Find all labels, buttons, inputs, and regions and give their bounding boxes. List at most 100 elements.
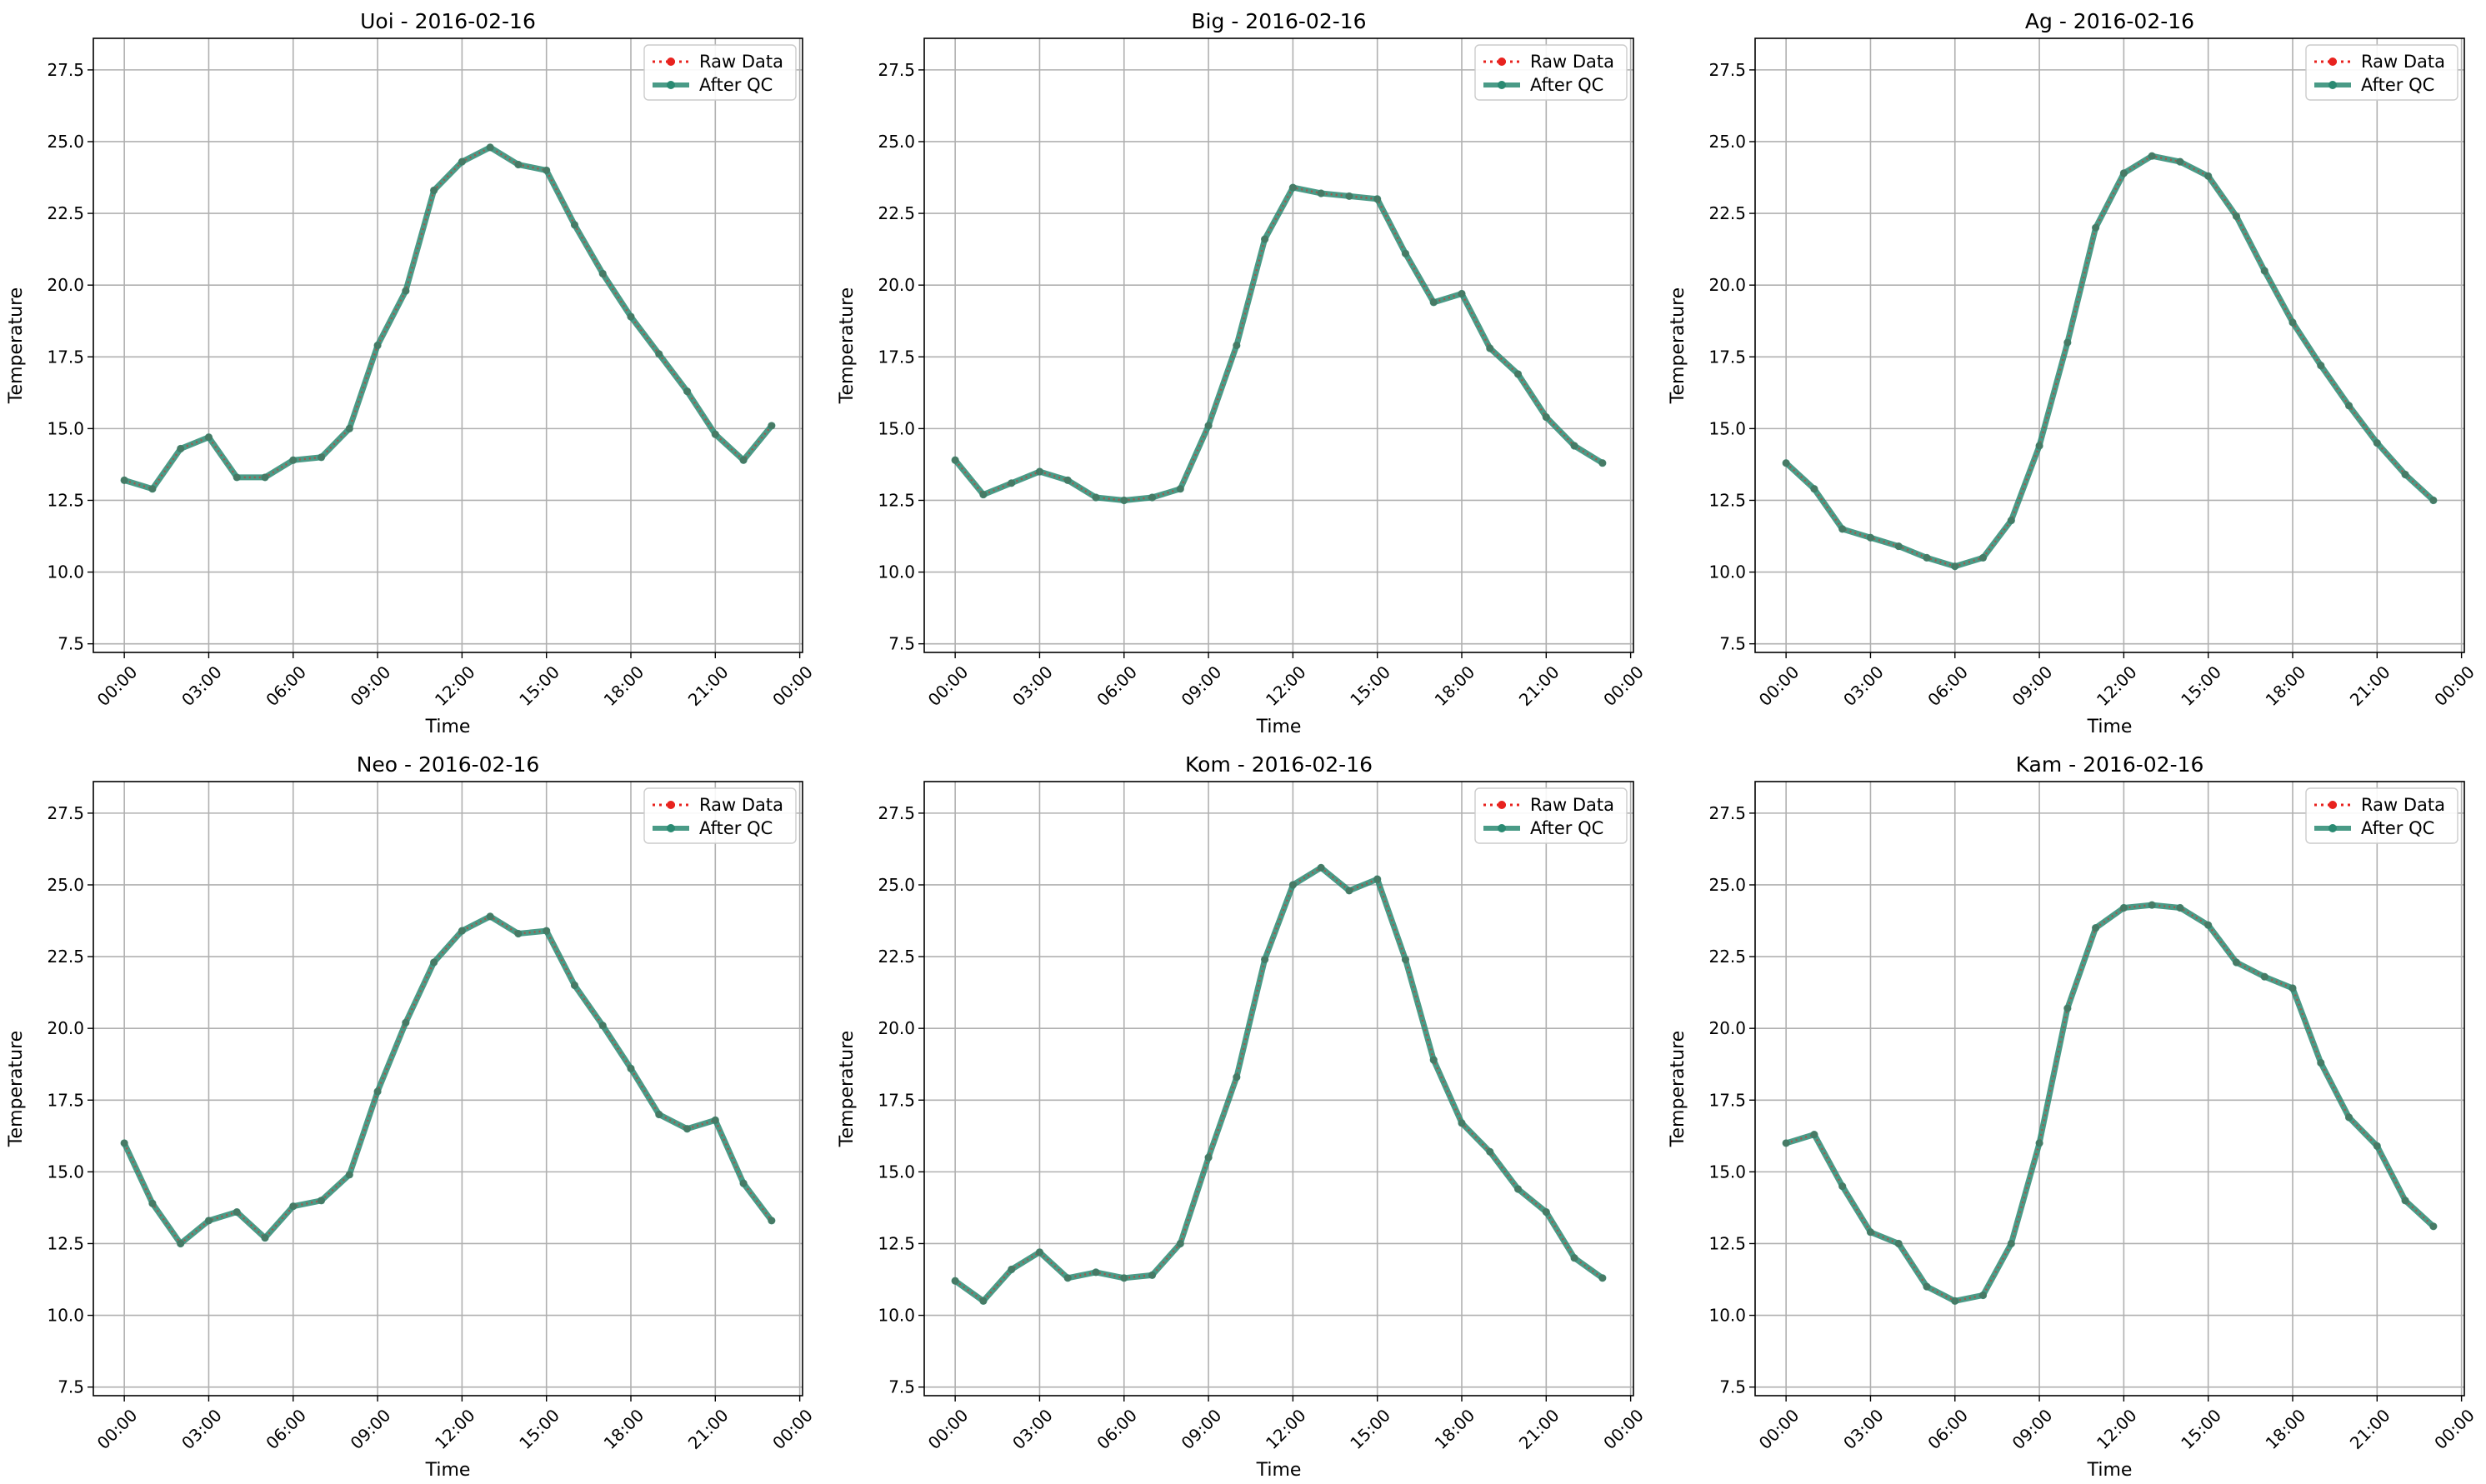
data-point-after-qc — [2288, 984, 2297, 992]
legend-label-after-qc: After QC — [2361, 75, 2434, 95]
data-point-after-qc — [2148, 152, 2156, 160]
x-tick-label: 06:00 — [262, 1405, 310, 1453]
data-point-after-qc — [1204, 1153, 1213, 1162]
x-tick-label: 03:00 — [1839, 662, 1888, 710]
data-point-after-qc — [1148, 1271, 1157, 1279]
series-line-raw-data — [123, 146, 773, 491]
x-axis-label: Time — [425, 1460, 471, 1481]
data-point-after-qc — [683, 387, 692, 396]
x-tick-label: 09:00 — [2008, 1405, 2057, 1453]
data-point-after-qc — [570, 221, 579, 229]
data-point-after-qc — [655, 350, 663, 358]
data-point-after-qc — [711, 1116, 719, 1124]
panel-4: 7.5 10.0 12.5 15.0 17.5 20.0 22.5 25.0 27.5 00:00… — [837, 752, 1648, 1481]
data-point-after-qc — [120, 1139, 128, 1147]
data-point-after-qc — [1951, 562, 1959, 571]
panel-3: 7.5 10.0 12.5 15.0 17.5 20.0 22.5 25.0 27.5 00:00… — [6, 752, 817, 1481]
data-point-after-qc — [1923, 553, 1931, 562]
axes-frame — [93, 781, 803, 1397]
data-point-after-qc — [2035, 1139, 2043, 1147]
x-tick-label: 06:00 — [262, 662, 310, 710]
panel-1: 7.5 10.0 12.5 15.0 17.5 20.0 22.5 25.0 27.5 00:00… — [837, 9, 1648, 737]
data-point-after-qc — [979, 490, 988, 499]
y-tick-label: 15.0 — [878, 1162, 915, 1182]
data-point-after-qc — [2373, 1142, 2381, 1150]
data-point-after-qc — [1598, 1274, 1607, 1282]
series-line-raw-data — [954, 866, 1603, 1302]
x-tick-label: 15:00 — [1346, 662, 1394, 710]
legend: Raw Data After QC — [2305, 44, 2458, 101]
y-tick-label: 17.5 — [1708, 1090, 1746, 1110]
x-tick-label: 12:00 — [1262, 1405, 1310, 1453]
series-line-after-qc — [1783, 152, 2436, 570]
data-point-after-qc — [2176, 157, 2184, 166]
x-tick-label: 03:00 — [1008, 662, 1057, 710]
data-point-after-qc — [1035, 1248, 1044, 1257]
x-tick-label: 18:00 — [600, 662, 648, 710]
data-point-after-qc — [1233, 1073, 1241, 1082]
data-point-after-qc — [1120, 1274, 1128, 1282]
series-line-after-qc — [121, 913, 774, 1247]
data-point-after-qc — [655, 1110, 663, 1119]
data-point-after-qc — [148, 485, 157, 493]
data-point-after-qc — [486, 912, 494, 921]
y-axis-label: Temperature — [1668, 287, 1688, 404]
axes-frame — [1754, 37, 2465, 653]
data-point-after-qc — [627, 1064, 635, 1072]
data-point-after-qc — [2119, 169, 2128, 177]
data-point-after-qc — [1978, 1291, 1988, 1300]
axes-frame — [923, 781, 1634, 1397]
data-point-after-qc — [402, 1018, 410, 1027]
data-point-after-qc — [1261, 955, 1269, 964]
legend-label-after-qc: After QC — [1530, 75, 1603, 95]
data-point-after-qc — [2373, 438, 2381, 447]
data-point-after-qc — [768, 422, 776, 430]
data-point-after-qc — [1317, 863, 1325, 872]
data-point-after-qc — [598, 269, 607, 278]
data-point-after-qc — [1542, 412, 1550, 422]
x-tick-label: 12:00 — [1262, 662, 1310, 710]
x-tick-label: 21:00 — [1515, 1405, 1563, 1453]
data-point-after-qc — [2317, 362, 2325, 370]
x-tick-label: 21:00 — [684, 662, 733, 710]
data-point-after-qc — [204, 433, 213, 442]
y-tick-label: 22.5 — [1708, 203, 1746, 223]
legend: Raw Data After QC — [2305, 787, 2458, 844]
x-axis-label: Time — [1256, 717, 1302, 737]
x-tick-label: 03:00 — [178, 662, 226, 710]
legend-marker-raw-data — [2328, 801, 2337, 809]
data-point-after-qc — [2401, 470, 2409, 479]
data-point-after-qc — [1810, 1131, 1818, 1139]
y-axis-label: Temperature — [837, 287, 858, 404]
data-point-after-qc — [430, 958, 438, 967]
y-tick-label: 25.0 — [1708, 132, 1746, 152]
data-point-after-qc — [627, 312, 635, 321]
y-axis-label: Temperature — [1668, 1031, 1688, 1147]
data-point-after-qc — [1923, 1282, 1931, 1291]
data-point-after-qc — [1810, 485, 1818, 493]
data-point-after-qc — [1345, 192, 1353, 201]
data-point-after-qc — [1598, 459, 1607, 467]
data-point-after-qc — [2148, 901, 2156, 909]
data-point-after-qc — [2035, 442, 2043, 450]
data-point-after-qc — [373, 341, 382, 350]
legend-marker-after-qc — [1498, 824, 1506, 832]
y-tick-label: 15.0 — [878, 418, 915, 438]
data-point-after-qc — [979, 1297, 988, 1305]
y-tick-label: 15.0 — [47, 418, 84, 438]
y-tick-label: 10.0 — [1708, 562, 1746, 582]
data-point-after-qc — [1429, 298, 1438, 307]
data-point-after-qc — [261, 473, 269, 482]
y-tick-label: 15.0 — [1708, 418, 1746, 438]
data-point-after-qc — [2288, 318, 2297, 327]
data-point-after-qc — [2204, 921, 2213, 929]
x-tick-label: 00:00 — [924, 662, 973, 710]
x-tick-label: 21:00 — [2346, 662, 2394, 710]
legend-label-raw-data: Raw Data — [2361, 795, 2445, 815]
y-tick-label: 20.0 — [878, 275, 915, 295]
x-tick-label: 18:00 — [2262, 662, 2310, 710]
data-point-after-qc — [514, 929, 523, 938]
data-point-after-qc — [2344, 1113, 2353, 1122]
data-point-after-qc — [2317, 1058, 2325, 1067]
data-point-after-qc — [289, 1202, 298, 1211]
